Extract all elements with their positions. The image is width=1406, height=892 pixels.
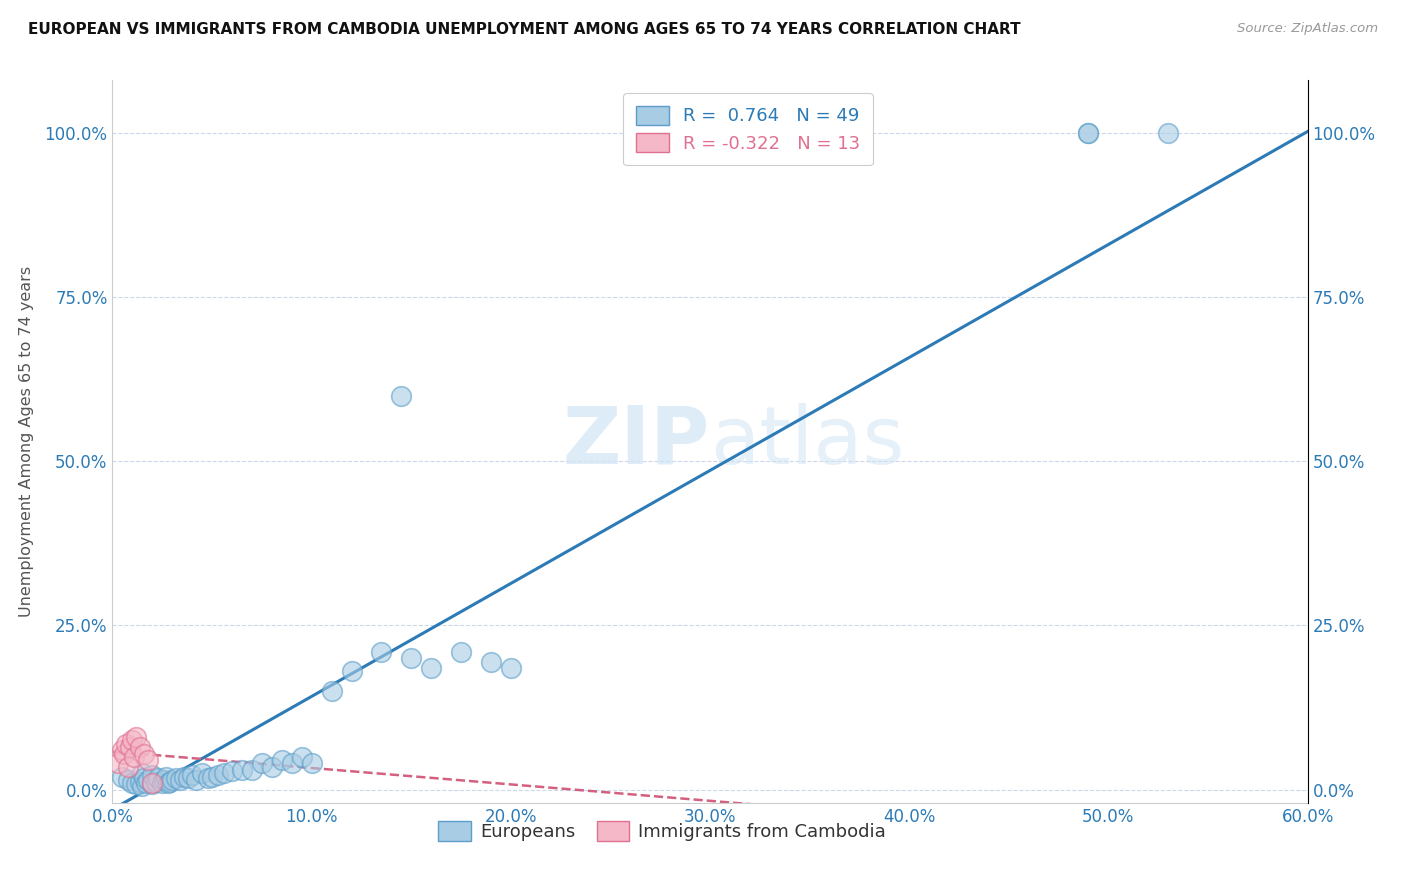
Point xyxy=(389,388,412,402)
Point xyxy=(155,770,177,784)
Point xyxy=(134,771,156,785)
Point xyxy=(450,645,472,659)
Point xyxy=(201,770,224,784)
Point xyxy=(131,766,153,780)
Point xyxy=(321,684,343,698)
Point xyxy=(115,737,138,751)
Point xyxy=(138,772,160,787)
Point xyxy=(121,733,143,747)
Point xyxy=(145,774,167,789)
Point xyxy=(150,776,173,790)
Point xyxy=(207,768,229,782)
Point xyxy=(111,743,134,757)
Point xyxy=(157,776,180,790)
Point xyxy=(138,753,160,767)
Text: atlas: atlas xyxy=(710,402,904,481)
Point xyxy=(120,739,142,754)
Text: Source: ZipAtlas.com: Source: ZipAtlas.com xyxy=(1237,22,1378,36)
Point xyxy=(260,760,283,774)
Point xyxy=(169,772,191,787)
Point xyxy=(270,753,292,767)
Point xyxy=(479,655,502,669)
Legend: Europeans, Immigrants from Cambodia: Europeans, Immigrants from Cambodia xyxy=(432,814,893,848)
Point xyxy=(212,766,235,780)
Point xyxy=(141,768,163,782)
Point xyxy=(141,776,163,790)
Point xyxy=(659,126,682,140)
Point xyxy=(159,774,181,789)
Point xyxy=(107,756,129,771)
Point xyxy=(1077,126,1099,140)
Point xyxy=(340,665,363,679)
Point xyxy=(401,651,423,665)
Point xyxy=(1077,126,1099,140)
Point xyxy=(173,770,195,784)
Point xyxy=(370,645,392,659)
Point xyxy=(1157,126,1180,140)
Point xyxy=(301,756,323,771)
Point xyxy=(186,772,208,787)
Point xyxy=(291,749,314,764)
Point xyxy=(191,766,214,780)
Y-axis label: Unemployment Among Ages 65 to 74 years: Unemployment Among Ages 65 to 74 years xyxy=(18,266,34,617)
Point xyxy=(117,772,139,787)
Point xyxy=(117,760,139,774)
Point xyxy=(177,771,200,785)
Point xyxy=(153,772,176,787)
Point xyxy=(129,774,152,789)
Point xyxy=(499,661,522,675)
Point xyxy=(125,730,148,744)
Point xyxy=(135,776,157,790)
Point xyxy=(134,747,156,761)
Point xyxy=(114,747,135,761)
Point xyxy=(240,763,263,777)
Point xyxy=(129,739,152,754)
Text: ZIP: ZIP xyxy=(562,402,710,481)
Text: EUROPEAN VS IMMIGRANTS FROM CAMBODIA UNEMPLOYMENT AMONG AGES 65 TO 74 YEARS CORR: EUROPEAN VS IMMIGRANTS FROM CAMBODIA UNE… xyxy=(28,22,1021,37)
Point xyxy=(689,126,711,140)
Point xyxy=(221,764,243,779)
Point xyxy=(197,771,219,785)
Point xyxy=(124,749,146,764)
Point xyxy=(250,756,273,771)
Point xyxy=(420,661,443,675)
Point xyxy=(231,763,253,777)
Point xyxy=(131,780,153,794)
Point xyxy=(162,772,183,787)
Point xyxy=(111,770,134,784)
Point xyxy=(165,771,187,785)
Point xyxy=(281,756,304,771)
Point xyxy=(141,777,163,791)
Point xyxy=(181,768,204,782)
Point xyxy=(148,771,170,785)
Point xyxy=(125,777,148,791)
Point xyxy=(121,776,143,790)
